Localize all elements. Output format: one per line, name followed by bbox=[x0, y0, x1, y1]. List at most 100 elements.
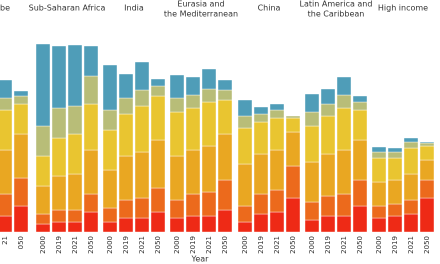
bar-segment bbox=[336, 94, 352, 109]
bar-segment bbox=[269, 149, 285, 191]
x-tick-label: 2050 bbox=[356, 236, 364, 254]
bar-segment bbox=[0, 149, 13, 195]
x-tick-label: 2019 bbox=[189, 236, 197, 254]
bar-segment bbox=[13, 103, 29, 135]
bar-segment bbox=[237, 115, 253, 129]
bar-segment bbox=[150, 139, 166, 189]
bar-segment bbox=[237, 163, 253, 207]
x-tick-label: 2000 bbox=[173, 236, 181, 254]
bar-segment bbox=[371, 151, 387, 159]
bar-segment bbox=[253, 193, 269, 215]
bar-segment bbox=[419, 197, 435, 233]
bar-segment bbox=[13, 95, 29, 105]
bar-segment bbox=[118, 113, 134, 157]
bar-segment bbox=[169, 74, 185, 99]
bar-segment bbox=[169, 217, 185, 233]
x-tick-label: 2000 bbox=[375, 236, 383, 254]
bar-segment bbox=[304, 111, 320, 127]
bar-segment bbox=[102, 64, 118, 111]
bar-segment bbox=[67, 44, 83, 107]
x-tick-label: 2021 bbox=[273, 236, 281, 254]
bar-segment bbox=[285, 117, 301, 133]
bar-segment bbox=[237, 221, 253, 233]
bar-segment bbox=[150, 211, 166, 233]
x-tick-label: 2000 bbox=[308, 236, 316, 254]
bar-segment bbox=[253, 106, 269, 115]
bar-segment bbox=[67, 133, 83, 175]
bar-segment bbox=[237, 205, 253, 223]
bar-segment bbox=[304, 219, 320, 233]
bar-segment bbox=[35, 125, 51, 157]
bar-segment bbox=[134, 151, 150, 199]
bar-segment bbox=[285, 197, 301, 233]
bar-segment bbox=[102, 207, 118, 223]
bar-segment bbox=[0, 79, 13, 99]
panel-title: Eurasia and bbox=[177, 0, 224, 9]
bar-segment bbox=[387, 157, 403, 181]
bar-segment bbox=[67, 221, 83, 233]
bar-segment bbox=[83, 45, 99, 77]
bar-segment bbox=[67, 105, 83, 135]
bar-segment bbox=[169, 155, 185, 201]
bar-segment bbox=[371, 205, 387, 219]
bar-segment bbox=[320, 88, 336, 105]
bar-segment bbox=[35, 185, 51, 215]
bar-segment bbox=[35, 155, 51, 187]
bar-segment bbox=[185, 107, 201, 151]
bar-segment bbox=[150, 85, 166, 97]
x-tick-label: 050 bbox=[17, 236, 25, 249]
bar-segment bbox=[371, 217, 387, 233]
bar-segment bbox=[352, 205, 368, 233]
bar-segment bbox=[217, 89, 233, 101]
bar-segment bbox=[269, 189, 285, 213]
panel-title: the Mediterranean bbox=[164, 10, 238, 19]
bar-segment bbox=[102, 169, 118, 209]
bar-segment bbox=[320, 195, 336, 217]
x-tick-label: 2050 bbox=[289, 236, 297, 254]
bar-segment bbox=[201, 68, 217, 90]
x-tick-label: 2021 bbox=[407, 236, 415, 254]
bar-segment bbox=[83, 211, 99, 233]
bar-segment bbox=[102, 129, 118, 171]
bar-segment bbox=[13, 133, 29, 179]
bar-segment bbox=[35, 223, 51, 233]
bar-segment bbox=[419, 145, 435, 161]
bar-segment bbox=[134, 105, 150, 153]
bar-segment bbox=[387, 179, 403, 205]
bar-segment bbox=[403, 173, 419, 201]
bar-segment bbox=[102, 221, 118, 233]
bar-segment bbox=[118, 217, 134, 233]
bar-segment bbox=[320, 215, 336, 233]
bar-segment bbox=[285, 115, 301, 119]
bar-segment bbox=[304, 161, 320, 203]
bar-segment bbox=[169, 97, 185, 113]
bar-segment bbox=[352, 95, 368, 103]
bar-segment bbox=[201, 101, 217, 147]
bar-segment bbox=[185, 149, 201, 195]
bar-segment bbox=[253, 213, 269, 233]
bar-segment bbox=[352, 139, 368, 181]
x-tick-label: 2019 bbox=[391, 236, 399, 254]
bar-segment bbox=[403, 199, 419, 215]
x-tick-label: 2000 bbox=[106, 236, 114, 254]
bar-segment bbox=[269, 103, 285, 111]
bar-segment bbox=[0, 193, 13, 217]
x-axis-label: Year bbox=[191, 255, 210, 264]
bar-segment bbox=[217, 209, 233, 233]
bar-segment bbox=[51, 107, 67, 139]
x-tick-label: 2019 bbox=[324, 236, 332, 254]
panel-title: Latin America and bbox=[300, 0, 373, 9]
bar-segment bbox=[185, 193, 201, 217]
x-tick-label: 2019 bbox=[122, 236, 130, 254]
bar-segment bbox=[51, 45, 67, 109]
bar-segment bbox=[403, 213, 419, 233]
bar-segment bbox=[285, 131, 301, 167]
bar-segment bbox=[201, 88, 217, 103]
bar-segment bbox=[237, 127, 253, 165]
bar-segment bbox=[387, 203, 403, 217]
bar-segment bbox=[150, 95, 166, 141]
bar-segment bbox=[150, 187, 166, 213]
bar-segment bbox=[419, 159, 435, 181]
x-tick-label: 2000 bbox=[39, 236, 47, 254]
bar-segment bbox=[201, 191, 217, 217]
